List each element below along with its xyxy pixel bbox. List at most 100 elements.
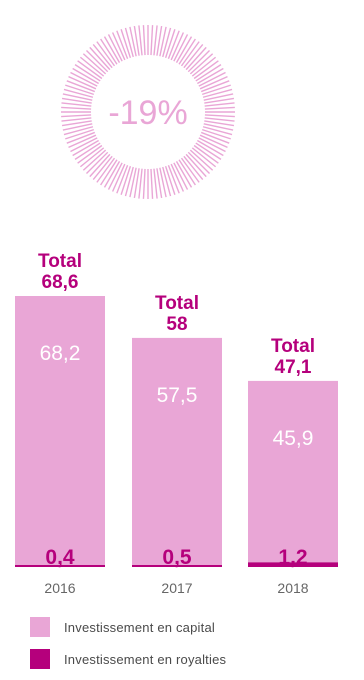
badge-tick [61, 102, 92, 107]
legend-item-capital: Investissement en capital [30, 616, 360, 638]
value-label-royalties-2017: 0,5 [162, 546, 192, 569]
badge-tick [142, 168, 146, 199]
year-label-2017: 2017 [161, 580, 192, 596]
badge-tick [175, 36, 193, 63]
bar-capital-2018 [248, 380, 338, 563]
badge-tick [82, 149, 107, 171]
total-value-2018: 47,1 [275, 357, 312, 378]
badge-tick [204, 120, 235, 127]
badge-tick [92, 155, 113, 181]
badge-tick [107, 34, 123, 62]
badge-tick [191, 56, 217, 77]
badge-tick [100, 38, 118, 65]
badge-tick [191, 147, 217, 168]
badge-percentage: -19% [108, 94, 187, 132]
badge-tick [96, 41, 116, 67]
badge-tick [202, 88, 233, 98]
badge-tick [187, 151, 211, 175]
total-value-2016: 68,6 [42, 272, 79, 293]
badge-tick [193, 144, 219, 164]
badge-tick [193, 60, 219, 80]
legend: Investissement en capital Investissement… [30, 616, 360, 680]
bar-capital-2016 [15, 296, 105, 565]
badge-tick [85, 151, 109, 175]
badge-tick [120, 165, 132, 195]
badge-tick [198, 137, 226, 153]
badge-tick [204, 102, 235, 107]
badge-tick [203, 93, 234, 101]
badge-tick [61, 97, 92, 104]
badge-tick [103, 36, 121, 63]
legend-swatch-royalties [30, 649, 50, 669]
badge-tick [68, 134, 97, 149]
total-word-2016: Total [38, 251, 82, 272]
badge-tick [200, 80, 230, 93]
badge-tick [66, 80, 96, 93]
badge-tick [62, 123, 93, 131]
value-label-capital-2016: 68,2 [40, 342, 81, 365]
badge-tick [197, 139, 224, 157]
badge-tick [62, 93, 93, 101]
badge-tick [189, 149, 214, 171]
bar-royalties-2016 [15, 565, 105, 567]
year-label-2016: 2016 [44, 580, 75, 596]
badge-tick [138, 25, 143, 56]
badge-tick [178, 159, 196, 186]
badge-tick [204, 114, 235, 118]
badge-tick [201, 84, 231, 96]
badge-tick [79, 56, 105, 77]
badge-tick [153, 25, 158, 56]
badge-tick [170, 163, 185, 192]
value-label-royalties-2018: 1,2 [278, 546, 307, 569]
badge-tick [200, 131, 230, 144]
badge-tick [204, 97, 235, 104]
badge-tick [167, 30, 180, 60]
value-label-royalties-2016: 0,4 [45, 546, 75, 569]
badge-tick [195, 64, 222, 82]
badge-tick [92, 43, 113, 69]
total-word-2018: Total [271, 336, 315, 357]
badge-tick [197, 67, 224, 85]
badge-tick [167, 164, 180, 194]
badge-tick [199, 134, 228, 149]
badge-tick [70, 71, 98, 87]
badge-tick [203, 123, 234, 131]
bar-group: 68,20,4Total68,6201657,50,5Total58201745… [15, 251, 338, 596]
badge-tick [89, 46, 111, 71]
badge-tick [70, 137, 98, 153]
badge-tick [96, 157, 116, 183]
badge-tick [164, 165, 176, 195]
badge-tick [74, 142, 101, 160]
badge-tick [107, 162, 123, 190]
badge-tick [198, 71, 226, 87]
badge-tick [116, 30, 129, 60]
total-value-2017: 58 [166, 314, 187, 335]
badge-tick [77, 144, 103, 164]
legend-item-royalties: Investissement en royalties [30, 648, 360, 670]
badge-tick [180, 157, 200, 183]
badge-tick [61, 117, 92, 122]
badge-tick [63, 126, 94, 136]
bar-capital-2017 [132, 337, 222, 565]
badge-tick [79, 147, 105, 168]
year-label-2018: 2018 [277, 580, 308, 596]
badge-tick [89, 153, 111, 178]
badge-tick [164, 29, 176, 59]
badge-tick [65, 84, 95, 96]
badge-tick [72, 139, 99, 157]
badge-tick [204, 117, 235, 122]
badge-tick [173, 34, 189, 62]
legend-label-royalties: Investissement en royalties [64, 651, 227, 667]
badge-tick [202, 126, 233, 136]
badge-tick [133, 25, 140, 56]
badge-tick [159, 167, 167, 198]
badge-tick [180, 41, 200, 67]
badge-tick [170, 32, 185, 61]
badge-tick [111, 163, 126, 192]
badge-tick [162, 166, 172, 197]
badge-tick [183, 43, 204, 69]
badge-tick [178, 38, 196, 65]
badge-tick [61, 120, 92, 127]
legend-label-capital: Investissement en capital [64, 619, 215, 635]
badge-tick [150, 168, 154, 199]
